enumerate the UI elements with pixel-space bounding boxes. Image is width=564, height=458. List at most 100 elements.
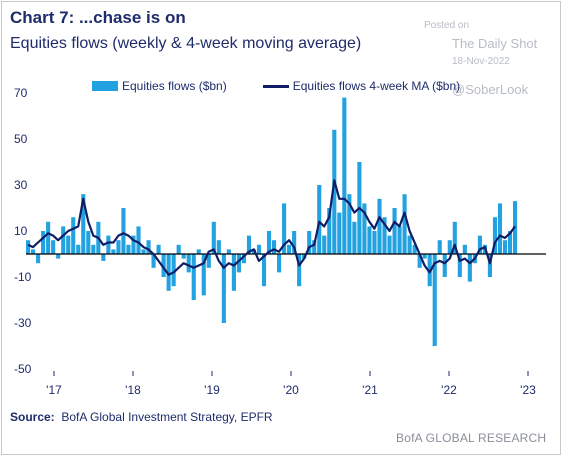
flow-bar [171,254,176,287]
flow-bar [81,194,86,254]
flow-bar [402,194,407,254]
x-tick-label: '22 [441,383,457,397]
x-tick-label: '18 [125,383,141,397]
flow-bar [332,129,337,254]
flow-bar [447,240,452,254]
flow-bar [186,254,191,273]
flow-bar [191,254,196,300]
flow-bar [497,203,503,254]
flow-bar [272,240,277,254]
flow-bar [337,212,342,254]
y-tick-label: -30 [14,316,32,330]
flow-bar [181,254,186,259]
watermark-posted: Posted on [424,20,470,31]
flow-bar [86,231,91,254]
flow-bar [462,244,467,254]
flow-bar [226,249,231,254]
legend-line-swatch [262,84,289,88]
y-tick-label: 10 [14,224,28,238]
flow-bar [66,235,71,254]
flow-bar [121,208,126,254]
source-note: Source: BofA Global Investment Strategy,… [10,410,273,424]
y-tick-label: -10 [14,270,32,284]
flow-bar [256,244,262,254]
y-tick-label: 70 [14,86,28,100]
flow-bar [31,249,36,254]
flow-bar [352,221,357,254]
flow-bar [201,254,206,296]
flow-bar [61,226,66,254]
flow-bar [397,226,402,254]
flow-bar [76,244,81,254]
flow-bar [387,235,392,254]
flow-bar [176,244,181,254]
x-tick-label: '19 [204,383,220,397]
flow-bar [432,254,437,346]
legend-line-label: Equities flows 4-week MA ($bn) [292,79,461,93]
flow-bar [231,254,236,291]
flow-bar [377,198,382,254]
flow-bar [392,208,397,254]
flow-bar [26,240,31,254]
flow-bar [292,231,297,254]
flow-bar [221,254,226,323]
flow-bar [372,231,377,254]
flow-bar [126,244,131,254]
flow-bar [282,203,287,254]
y-tick-label: -50 [14,362,32,376]
flow-bar [487,254,492,277]
flow-bar [442,254,447,277]
flow-bar [317,185,322,254]
flow-bar [347,194,352,254]
source-text: BofA Global Investment Strategy, EPFR [61,410,273,424]
flow-bar [307,231,312,254]
flow-bar [312,240,317,254]
legend-bar-label: Equities flows ($bn) [122,79,227,93]
watermark-handle: @SoberLook [452,82,529,97]
x-tick-label: '21 [362,383,378,397]
flow-bar [241,254,246,264]
flow-bar [146,240,151,254]
flow-bar [417,254,422,268]
flow-bar [111,249,116,254]
y-tick-label: 30 [14,178,28,192]
chart-subtitle: Equities flows (weekly & 4-week moving a… [10,35,362,52]
flow-bar [502,240,508,254]
flow-bar [46,221,51,254]
flow-bar [161,254,166,277]
flow-bar [437,240,442,254]
flow-bar [367,226,372,254]
flow-bar [51,240,56,254]
y-tick-label: 50 [14,132,28,146]
flow-bar [266,231,272,254]
flow-bar [492,217,498,254]
chart-title: Chart 7: ...chase is on [10,8,186,27]
flow-bar [287,244,292,254]
flow-bar [467,254,472,282]
flow-bar [457,254,462,277]
flow-bar [382,217,387,254]
flow-bar [297,254,302,287]
flow-bar [156,244,161,254]
x-tick-label: '20 [283,383,299,397]
flow-bar [327,208,332,254]
flow-bar [106,235,111,254]
flow-bar [166,254,171,291]
flow-bar [452,221,457,254]
flow-bar [36,254,41,264]
flow-bar [151,254,156,268]
flow-bar [422,254,427,259]
flow-bar [412,244,417,254]
source-label: Source: [10,410,55,424]
legend-bar-swatch [92,81,118,91]
x-tick-label: '17 [46,383,62,397]
flow-bar [136,226,141,254]
flow-bar [322,235,327,254]
flow-bar [141,249,146,254]
watermark-date: 18-Nov-2022 [452,56,510,67]
flow-bar [216,240,221,254]
flow-bar [56,254,61,259]
flow-bar [41,231,46,254]
